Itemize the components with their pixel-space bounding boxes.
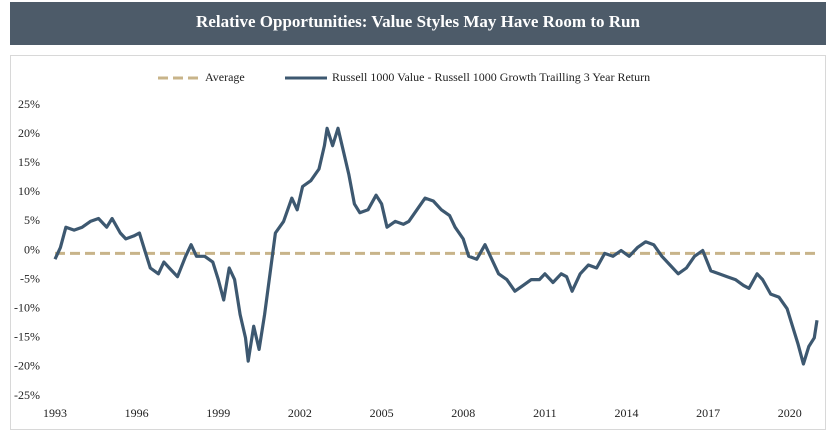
y-tick-label: -10% <box>14 300 40 314</box>
title-bar <box>10 2 826 45</box>
y-tick-label: 15% <box>18 155 40 169</box>
x-tick-label: 2014 <box>615 406 639 420</box>
x-tick-label: 1996 <box>125 406 149 420</box>
x-tick-label: 2008 <box>451 406 475 420</box>
legend-label: Russell 1000 Value - Russell 1000 Growth… <box>332 70 650 84</box>
x-tick-label: 2005 <box>370 406 394 420</box>
x-tick-label: 2017 <box>696 406 720 420</box>
y-tick-label: 5% <box>24 213 40 227</box>
x-tick-label: 1993 <box>43 406 67 420</box>
y-tick-label: -15% <box>14 330 40 344</box>
y-tick-label: 0% <box>24 242 40 256</box>
x-tick-label: 2002 <box>288 406 312 420</box>
legend-label: Average <box>205 70 245 84</box>
x-tick-label: 2011 <box>533 406 557 420</box>
y-tick-label: -25% <box>14 388 40 402</box>
y-tick-label: -20% <box>14 359 40 373</box>
x-tick-label: 1999 <box>206 406 230 420</box>
y-tick-label: 10% <box>18 184 40 198</box>
chart-title: Relative Opportunities: Value Styles May… <box>196 12 640 31</box>
chart-frame <box>10 55 826 430</box>
x-tick-label: 2020 <box>778 406 802 420</box>
y-tick-label: 25% <box>18 97 40 111</box>
y-tick-label: -5% <box>20 271 40 285</box>
series-line <box>53 126 819 366</box>
y-tick-label: 20% <box>18 126 40 140</box>
